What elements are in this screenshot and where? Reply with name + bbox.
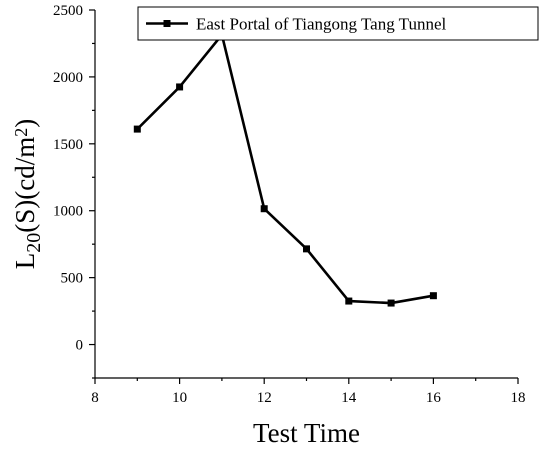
legend: East Portal of Tiangong Tang Tunnel (137, 6, 539, 41)
ticks: 8 10 12 14 16 18 0 500 1000 1500 2000 2500 (53, 3, 526, 406)
y-axis-title-prefix: L (10, 253, 40, 270)
y-tick-label: 1500 (53, 137, 83, 153)
y-tick-label: 2500 (53, 3, 83, 19)
data-point (260, 205, 268, 213)
legend-box (137, 6, 539, 41)
axes (94, 10, 518, 379)
data-point (345, 297, 353, 305)
y-tick-label: 2000 (53, 70, 83, 86)
x-tick-label: 16 (426, 390, 442, 406)
data-point (176, 83, 184, 91)
legend-label: East Portal of Tiangong Tang Tunnel (196, 15, 446, 34)
x-tick-label: 14 (341, 390, 357, 406)
x-tick-label: 8 (91, 390, 99, 406)
x-tick-label: 18 (511, 390, 526, 406)
y-axis-title-mid: (S)(cd/m (10, 137, 40, 233)
data-point (133, 125, 141, 133)
y-tick-label: 500 (61, 271, 84, 287)
y-tick-label: 0 (76, 338, 84, 354)
series-line (136, 33, 434, 305)
y-axis-title-subscript: 20 (23, 233, 45, 253)
series-layer (133, 31, 437, 307)
data-point (303, 245, 310, 253)
y-tick-label: 1000 (53, 204, 83, 220)
data-point (429, 292, 437, 300)
legend-marker (163, 20, 171, 27)
y-axis-title-superscript: 2 (11, 128, 31, 137)
x-tick-label: 10 (172, 390, 187, 406)
data-point (387, 299, 395, 307)
y-axis-title-suffix: ) (10, 119, 40, 128)
x-tick-label: 12 (257, 390, 272, 406)
x-axis-title: Test Time (253, 418, 360, 448)
y-axis-title: L20(S)(cd/m2) (10, 119, 45, 269)
